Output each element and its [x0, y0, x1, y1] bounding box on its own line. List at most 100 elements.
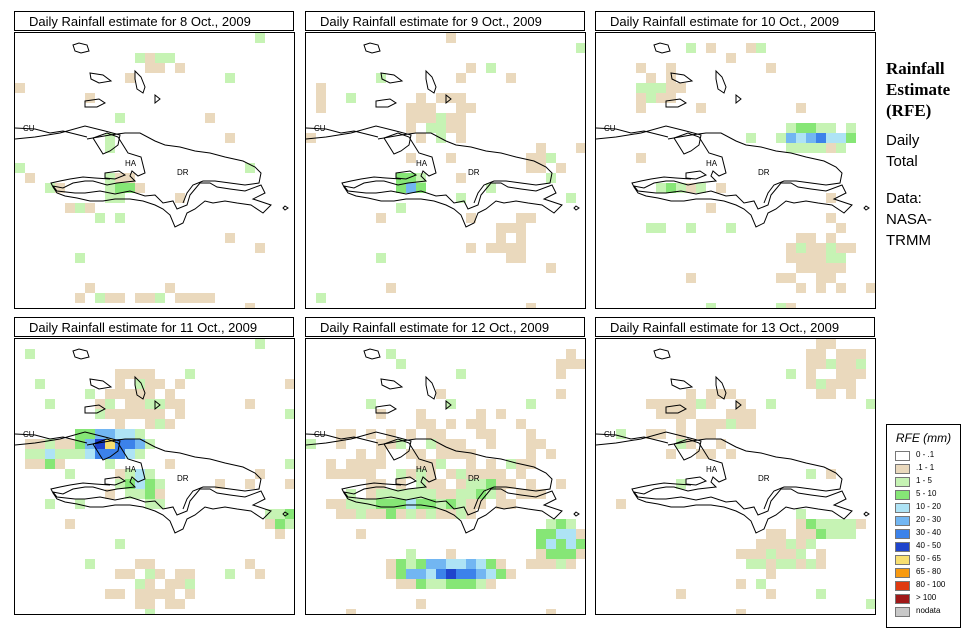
rainfall-cell [846, 349, 856, 359]
rainfall-cell [416, 569, 426, 579]
rainfall-cell [416, 469, 426, 479]
rainfall-cell [646, 429, 656, 439]
rainfall-cell [686, 183, 696, 193]
rainfall-cell [836, 529, 846, 539]
rfe-heading-line: Estimate [886, 80, 951, 99]
rainfall-cell [836, 253, 846, 263]
rainfall-cell [486, 579, 496, 589]
rainfall-cells [306, 349, 585, 614]
rainfall-cell [446, 113, 456, 123]
rainfall-cell [446, 499, 456, 509]
legend-label: 30 - 40 [916, 528, 941, 537]
rainfall-cell [766, 63, 776, 73]
rainfall-cell [105, 409, 115, 419]
rainfall-cell [566, 359, 576, 369]
rainfall-cell [486, 559, 496, 569]
rainfall-cell [336, 469, 346, 479]
rainfall-cell [336, 439, 346, 449]
rainfall-cell [436, 569, 446, 579]
rainfall-cell [466, 449, 476, 459]
rainfall-cell [85, 203, 95, 213]
country-label-haiti: HA [706, 465, 718, 474]
rainfall-cell [105, 193, 115, 203]
rainfall-cell [165, 579, 175, 589]
rainfall-cell [826, 339, 836, 349]
rainfall-cell [486, 479, 496, 489]
rainfall-cell [846, 359, 856, 369]
rainfall-cell [706, 389, 716, 399]
rainfall-cell [766, 549, 776, 559]
rainfall-cell [696, 183, 706, 193]
rainfall-cell [786, 133, 796, 143]
rainfall-cell [856, 359, 866, 369]
rainfall-cell [275, 509, 285, 519]
rainfall-cell [346, 459, 356, 469]
rainfall-cell [756, 559, 766, 569]
legend-label: 20 - 30 [916, 515, 941, 524]
rainfall-cell [35, 379, 45, 389]
rainfall-cell [376, 73, 386, 83]
rainfall-cell [486, 489, 496, 499]
rainfall-cell [165, 389, 175, 399]
rainfall-cell [826, 243, 836, 253]
rainfall-cell [65, 449, 75, 459]
rainfall-cell [416, 489, 426, 499]
rainfall-cell [35, 449, 45, 459]
rainfall-cell [326, 469, 336, 479]
rainfall-cell [115, 183, 125, 193]
rainfall-cell [766, 539, 776, 549]
rainfall-cell [816, 519, 826, 529]
rainfall-cell [135, 489, 145, 499]
rainfall-cell [145, 579, 155, 589]
rainfall-cell [145, 369, 155, 379]
rainfall-cell [406, 123, 416, 133]
rainfall-cell [426, 579, 436, 589]
rainfall-cell [646, 73, 656, 83]
rainfall-cell [145, 569, 155, 579]
rainfall-cell [466, 459, 476, 469]
rainfall-cell [346, 429, 356, 439]
rainfall-cell [125, 399, 135, 409]
rainfall-cell [416, 479, 426, 489]
rainfall-cell [386, 349, 396, 359]
rainfall-cell [115, 293, 125, 303]
rainfall-cell [536, 489, 546, 499]
rainfall-cell [466, 579, 476, 589]
rainfall-cell [446, 93, 456, 103]
rainfall-cell [416, 579, 426, 589]
rainfall-cell [85, 429, 95, 439]
rainfall-cell [806, 349, 816, 359]
rainfall-cell [636, 83, 646, 93]
rainfall-cell [826, 519, 836, 529]
rainfall-cell [416, 499, 426, 509]
rainfall-cell [25, 459, 35, 469]
rainfall-cell [816, 243, 826, 253]
rainfall-cell [496, 409, 506, 419]
rainfall-cell [245, 303, 255, 308]
rainfall-cell [746, 559, 756, 569]
rainfall-cells [306, 33, 585, 308]
rainfall-cell [436, 489, 446, 499]
rainfall-cell [75, 203, 85, 213]
rainfall-cell [225, 233, 235, 243]
panel-title-oct-08: Daily Rainfall estimate for 8 Oct., 2009 [14, 11, 294, 31]
rainfall-cell [406, 549, 416, 559]
rainfall-cell [396, 439, 406, 449]
rainfall-cell [776, 539, 786, 549]
rainfall-cell [285, 379, 294, 389]
rainfall-cell [546, 539, 556, 549]
rainfall-cell [526, 153, 536, 163]
rainfall-cell [105, 449, 115, 459]
rainfall-cell [406, 579, 416, 589]
rainfall-cell [396, 509, 406, 519]
rainfall-cell [436, 449, 446, 459]
rainfall-cell [456, 123, 466, 133]
rainfall-cell [656, 409, 666, 419]
rainfall-cell [406, 429, 416, 439]
country-label-cuba: CU [314, 124, 326, 133]
rainfall-cell [526, 399, 536, 409]
rainfall-cell [115, 439, 125, 449]
rainfall-cell [356, 499, 366, 509]
rainfall-cell [45, 183, 55, 193]
legend-label: > 100 [916, 593, 937, 602]
